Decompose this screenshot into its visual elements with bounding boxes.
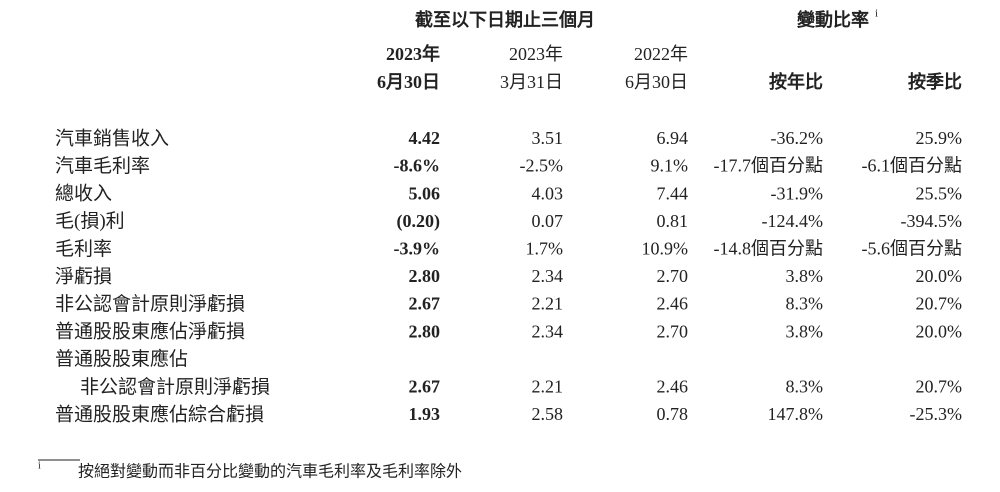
cell: 2.34 [532, 321, 564, 341]
cell: 20.0% [916, 266, 963, 286]
column-header: 6月30日 [625, 72, 688, 92]
cell: -394.5% [901, 211, 963, 231]
row-label: 毛利率 [55, 238, 112, 260]
cell: -31.9% [771, 183, 824, 203]
cell: 8.3% [786, 294, 824, 314]
cell: 1.7% [526, 239, 564, 259]
cell: 2.46 [657, 294, 689, 314]
row-label: 總收入 [55, 183, 112, 205]
cell: 20.7% [916, 294, 963, 314]
row-label: 非公認會計原則淨虧損 [55, 293, 245, 315]
cell: 2.80 [409, 321, 441, 341]
cell: 2.70 [657, 266, 689, 286]
change-title: 變動比率 [797, 9, 869, 30]
cell: 4.42 [409, 128, 441, 148]
cell: 2.67 [409, 294, 441, 314]
note-mark: i [875, 8, 878, 20]
cell: 10.9% [642, 239, 689, 259]
column-header: 按年比 [769, 71, 823, 92]
column-header: 2023年 [509, 44, 563, 64]
cell: -124.4% [762, 211, 824, 231]
cell: 25.5% [916, 183, 963, 203]
cell: 2.34 [532, 266, 564, 286]
row-label: 普通股股東應佔綜合虧損 [55, 402, 264, 425]
row-label: 淨虧損 [55, 265, 112, 287]
row-label: 汽車毛利率 [55, 155, 150, 177]
cell: -36.2% [771, 128, 824, 148]
cell: -14.8個百分點 [714, 239, 824, 259]
cell: -17.7個百分點 [714, 156, 824, 176]
cell: (0.20) [397, 211, 441, 232]
cell: 2.46 [657, 377, 689, 397]
cell: 3.8% [786, 321, 824, 341]
cell: 3.8% [786, 266, 824, 286]
cell: 5.06 [409, 183, 441, 203]
cell: 2.21 [532, 377, 564, 397]
row-label: 汽車銷售收入 [55, 127, 169, 149]
cell: -8.6% [394, 156, 441, 176]
cell: 6.94 [657, 128, 689, 148]
row-label: 普通股股東應佔 [55, 347, 188, 370]
cell: -2.5% [520, 156, 564, 176]
cell: 4.03 [532, 183, 564, 203]
column-header: 6月30日 [377, 72, 440, 92]
cell: -3.9% [394, 239, 441, 259]
footnote-text: 按絕對變動而非百分比變動的汽車毛利率及毛利率除外 [78, 463, 462, 481]
cell: -6.1個百分點 [862, 156, 963, 176]
column-header: 2023年 [386, 43, 440, 64]
cell: -25.3% [910, 404, 963, 424]
column-header: 2022年 [634, 44, 688, 64]
row-label: 非公認會計原則淨虧損 [80, 376, 270, 398]
row-label: 普通股股東應佔淨虧損 [55, 320, 245, 343]
cell: 8.3% [786, 377, 824, 397]
cell: 2.58 [532, 404, 564, 424]
cell: 2.67 [409, 377, 441, 397]
cell: 2.80 [409, 266, 441, 286]
cell: 25.9% [916, 128, 963, 148]
column-header: 3月31日 [500, 72, 563, 92]
footnote-mark: i [38, 460, 41, 471]
cell: 20.7% [916, 377, 963, 397]
cell: 20.0% [916, 321, 963, 341]
cell: 0.81 [657, 211, 689, 231]
row-label: 毛(損)利 [55, 210, 125, 232]
column-header: 按季比 [908, 71, 962, 92]
cell: 7.44 [657, 183, 689, 203]
cell: 2.70 [657, 321, 689, 341]
group-title: 截至以下日期止三個月 [415, 9, 595, 30]
cell: 0.07 [532, 211, 564, 231]
cell: 9.1% [651, 156, 689, 176]
cell: 2.21 [532, 294, 564, 314]
cell: 0.78 [657, 404, 689, 424]
cell: 3.51 [532, 128, 564, 148]
cell: 1.93 [409, 404, 441, 424]
cell: -5.6個百分點 [862, 239, 963, 259]
cell: 147.8% [768, 404, 824, 424]
